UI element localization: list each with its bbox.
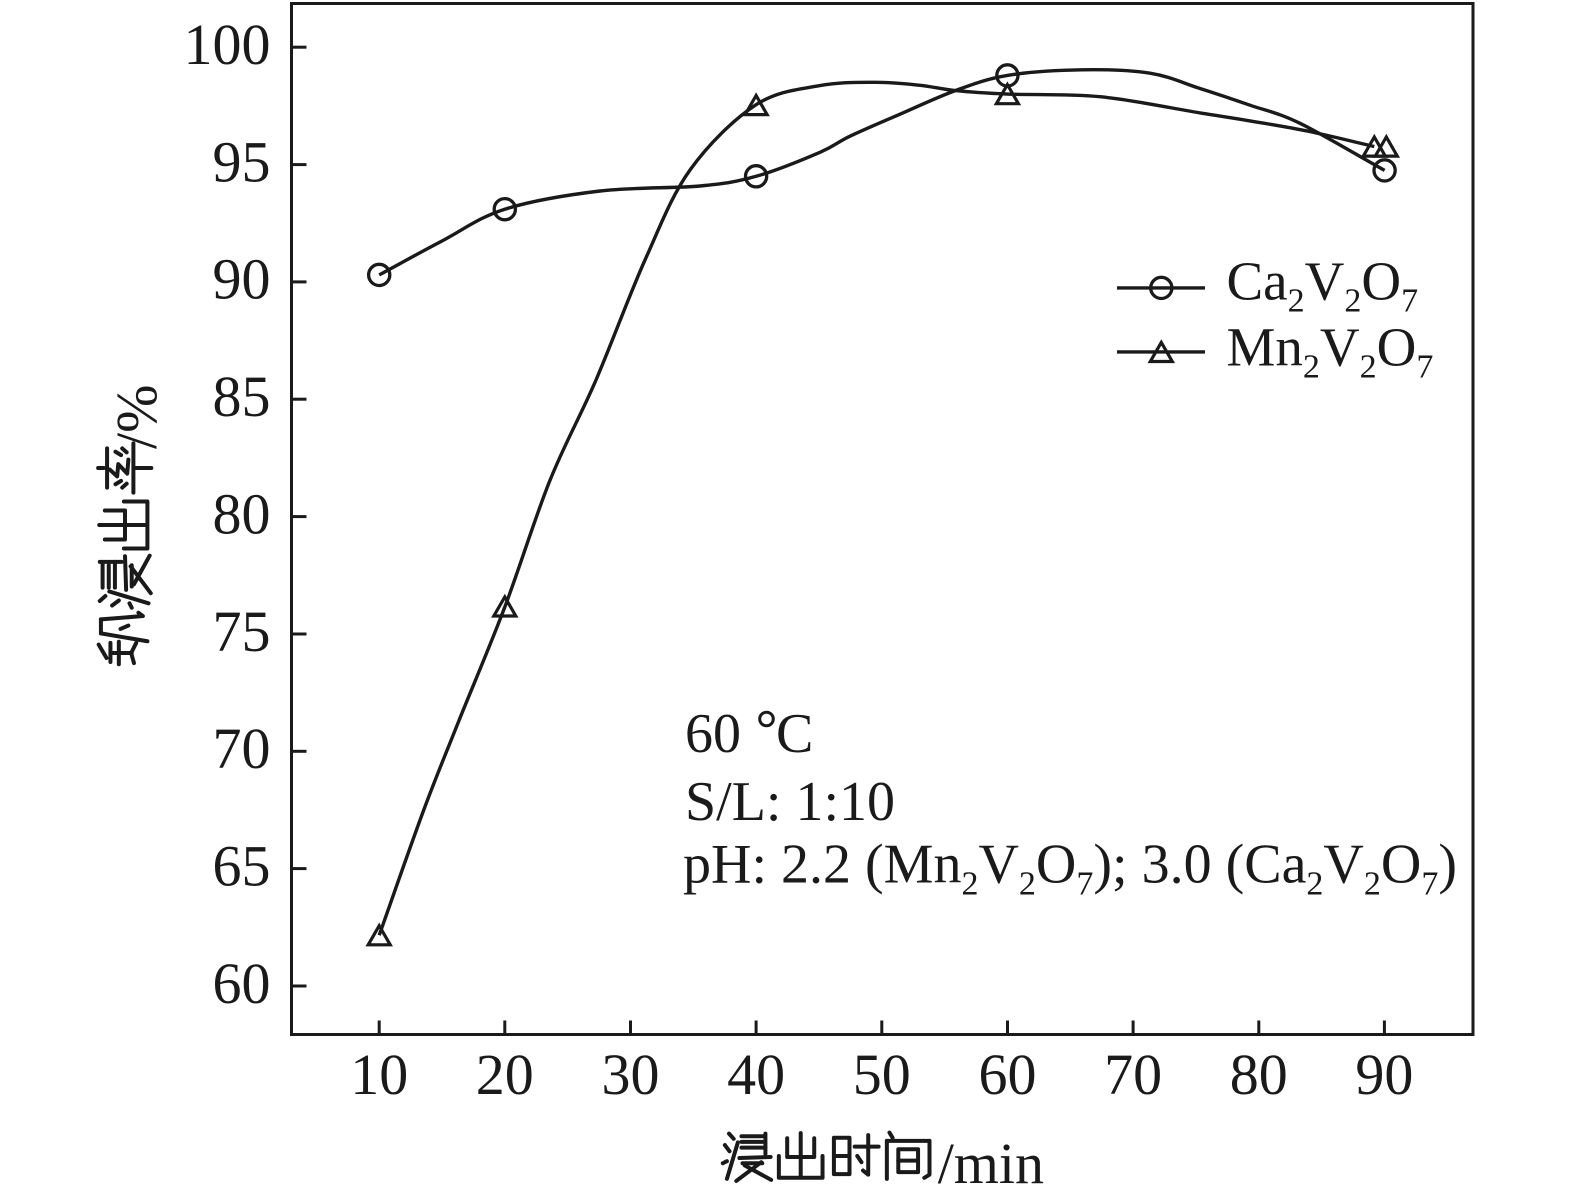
svg-text:10: 10	[350, 1042, 408, 1107]
svg-text:85: 85	[213, 364, 271, 429]
svg-text:100: 100	[184, 12, 271, 77]
svg-text:Ca2V2O7: Ca2V2O7	[1227, 251, 1419, 320]
svg-text:50: 50	[853, 1042, 911, 1107]
svg-text:65: 65	[213, 833, 271, 898]
svg-text:C: C	[776, 703, 813, 765]
svg-text:70: 70	[1104, 1042, 1162, 1107]
svg-text:/min: /min	[938, 1131, 1044, 1196]
svg-text:95: 95	[213, 129, 271, 194]
svg-text:30: 30	[602, 1042, 660, 1107]
svg-text:60: 60	[685, 703, 741, 765]
svg-text:20: 20	[476, 1042, 534, 1107]
svg-text:40: 40	[727, 1042, 785, 1107]
svg-text:90: 90	[213, 247, 271, 312]
svg-text:S/L: 1:10: S/L: 1:10	[685, 771, 895, 833]
svg-text:Mn2V2O7: Mn2V2O7	[1227, 317, 1434, 386]
svg-text:pH: 2.2 (Mn2V2O7); 3.0 (Ca2V2O: pH: 2.2 (Mn2V2O7); 3.0 (Ca2V2O7)	[683, 834, 1457, 903]
svg-text:60: 60	[213, 951, 271, 1016]
svg-text:90: 90	[1355, 1042, 1413, 1107]
svg-text:/%: /%	[104, 385, 169, 449]
svg-text:75: 75	[213, 599, 271, 664]
svg-text:60: 60	[979, 1042, 1037, 1107]
svg-text:80: 80	[1230, 1042, 1288, 1107]
svg-text:80: 80	[213, 481, 271, 546]
svg-text:70: 70	[213, 716, 271, 781]
